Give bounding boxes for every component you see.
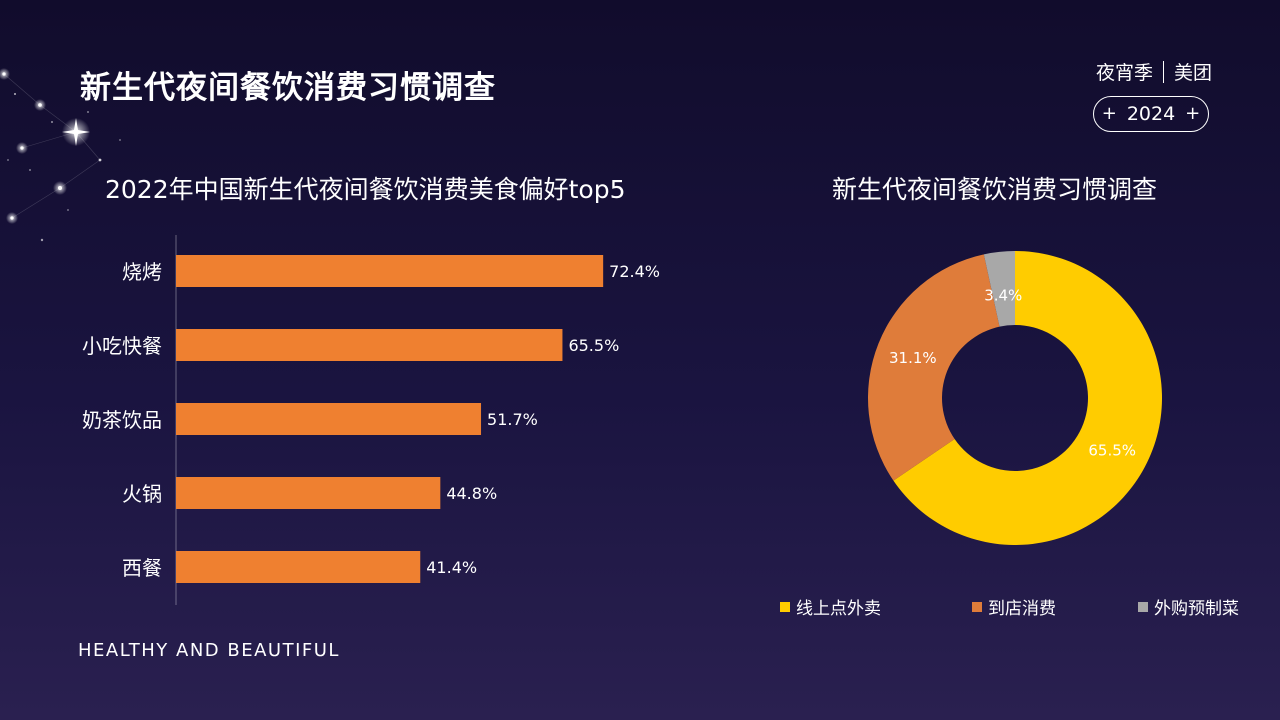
brand-event: 夜宵季 (1095, 62, 1153, 84)
legend-swatch (972, 601, 982, 612)
legend-label: 外购预制菜 (1154, 599, 1239, 619)
donut-value-label: 31.1% (889, 349, 937, 367)
star-decoration (0, 68, 121, 242)
brand-divider (1162, 61, 1164, 83)
legend-swatch (1138, 601, 1148, 612)
donut-legend: 线上点外卖 到店消费 外购预制菜 (780, 594, 1260, 619)
donut-value-label: 65.5% (1088, 441, 1136, 459)
donut-chart-title: 新生代夜间餐饮消费习惯调查 (832, 175, 1158, 204)
bar-value-label: 72.4% (609, 262, 660, 281)
bar-2 (176, 329, 563, 361)
legend-item: 外购预制菜 (1138, 594, 1239, 619)
brand-label: 夜宵季 美团 (1096, 58, 1212, 85)
bar-category-label: 小吃快餐 (82, 334, 162, 358)
plus-icon: + (1101, 103, 1117, 124)
donut-slice-2 (868, 254, 1000, 481)
bar-category-label: 烧烤 (122, 260, 162, 284)
plus-icon: + (1185, 103, 1201, 124)
year-label: 2024 (1126, 103, 1176, 125)
bar-1 (176, 255, 604, 287)
donut-value-label: 3.4% (984, 287, 1022, 305)
legend-label: 到店消费 (988, 599, 1056, 619)
bar-4 (176, 477, 441, 509)
bar-chart-title: 2022年中国新生代夜间餐饮消费美食偏好top5 (105, 175, 626, 204)
bar-chart: 烧烤 72.4% 小吃快餐 65.5% 奶茶饮品 51.7% 火锅 44.8% 西餐 41.4% (82, 235, 660, 605)
bar-value-label: 41.4% (426, 558, 477, 577)
bar-value-label: 44.8% (446, 484, 497, 503)
page-title: 新生代夜间餐饮消费习惯调查 (80, 70, 496, 106)
donut-chart: 65.5% 31.1% 3.4% (868, 251, 1162, 545)
brand-company: 美团 (1173, 62, 1212, 84)
legend-item: 到店消费 (972, 594, 1056, 619)
legend-swatch (780, 601, 790, 612)
legend-label: 线上点外卖 (796, 599, 881, 619)
bar-3 (176, 403, 482, 435)
donut-slice-1 (893, 251, 1162, 545)
bar-category-label: 西餐 (122, 556, 162, 580)
bar-5 (176, 551, 421, 583)
bar-category-label: 火锅 (122, 482, 162, 506)
legend-item: 线上点外卖 (780, 594, 881, 619)
donut-slice-3 (983, 251, 1015, 327)
footer-tagline: HEALTHY AND BEAUTIFUL (78, 640, 340, 661)
bar-category-label: 奶茶饮品 (82, 408, 162, 432)
bar-value-label: 51.7% (487, 410, 538, 429)
year-badge: + 2024 + (1093, 96, 1209, 132)
bar-value-label: 65.5% (568, 336, 619, 355)
